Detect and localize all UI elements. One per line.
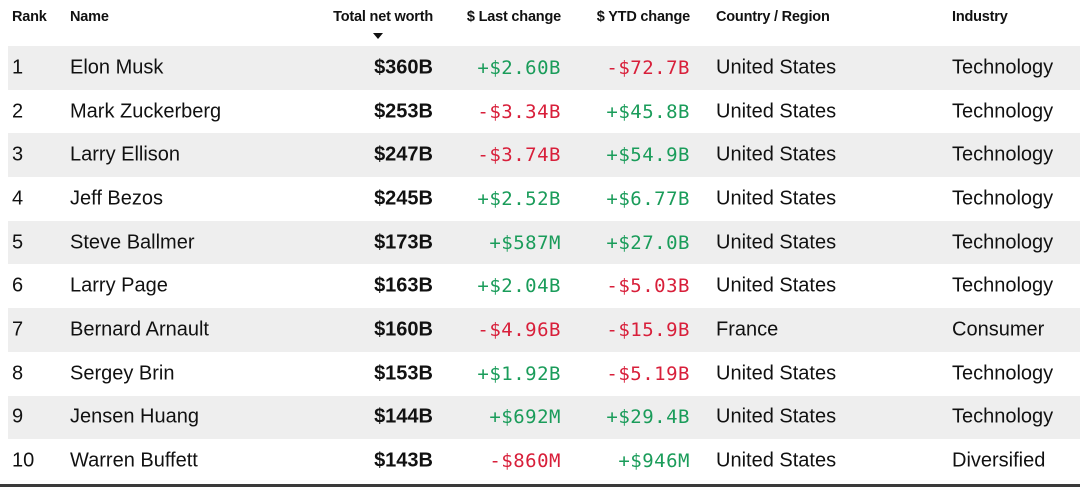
country-cell: United States	[716, 231, 837, 254]
name-cell[interactable]: Jeff Bezos	[70, 187, 164, 210]
rank-cell: 10	[12, 449, 35, 472]
country-cell: United States	[716, 143, 837, 166]
name-cell[interactable]: Mark Zuckerberg	[70, 100, 222, 123]
name-cell[interactable]: Elon Musk	[70, 56, 164, 79]
last-change-cell: +$2.52B	[477, 187, 561, 210]
table-row[interactable]: 4 Jeff Bezos $245B +$2.52B +$6.77B United Sta…	[8, 177, 1080, 221]
industry-cell: Consumer	[952, 318, 1045, 341]
net-worth-cell: $360B	[374, 56, 433, 79]
column-header-net-worth[interactable]: Total net worth	[333, 9, 433, 25]
net-worth-cell: $245B	[374, 187, 433, 210]
column-header-country[interactable]: Country / Region	[716, 9, 830, 25]
last-change-cell: +$1.92B	[477, 362, 561, 385]
last-change-cell: -$3.34B	[477, 100, 561, 123]
net-worth-cell: $253B	[374, 100, 433, 123]
bottom-divider	[0, 484, 1080, 487]
sort-descending-icon[interactable]	[373, 33, 383, 39]
industry-cell: Technology	[952, 56, 1054, 79]
rank-cell: 8	[12, 362, 24, 385]
last-change-cell: -$3.74B	[477, 144, 561, 167]
name-cell[interactable]: Larry Page	[70, 274, 168, 297]
rank-cell: 7	[12, 318, 24, 341]
name-cell[interactable]: Larry Ellison	[70, 143, 181, 166]
country-cell: United States	[716, 100, 837, 123]
net-worth-cell: $247B	[374, 143, 433, 166]
table-row[interactable]: 8 Sergey Brin $153B +$1.92B -$5.19B United St…	[8, 351, 1080, 396]
net-worth-cell: $160B	[374, 318, 433, 341]
industry-cell: Technology	[952, 100, 1054, 123]
last-change-cell: -$4.96B	[477, 318, 561, 341]
ytd-change-cell: +$27.0B	[606, 231, 690, 254]
last-change-cell: +$692M	[489, 406, 561, 429]
ytd-change-cell: -$5.03B	[606, 275, 690, 298]
name-cell[interactable]: Warren Buffett	[70, 449, 198, 472]
last-change-cell: +$2.04B	[477, 275, 561, 298]
rank-cell: 5	[12, 231, 24, 254]
table-row[interactable]: 10 Warren Buffett $143B -$860M +$946M United …	[8, 439, 1080, 483]
rank-cell: 1	[12, 56, 24, 79]
ytd-change-cell: +$29.4B	[606, 406, 690, 429]
table-body: 1 Elon Musk $360B +$2.60B -$72.7B United Stat…	[8, 46, 1080, 483]
table-row[interactable]: 9 Jensen Huang $144B +$692M +$29.4B United St…	[8, 395, 1080, 440]
ytd-change-cell: +$54.9B	[606, 144, 690, 167]
column-header-ytd-change[interactable]: $ YTD change	[596, 9, 690, 25]
net-worth-cell: $144B	[374, 405, 433, 428]
column-header-last-change[interactable]: $ Last change	[466, 9, 561, 25]
ytd-change-cell: -$72.7B	[606, 56, 690, 79]
rank-cell: 4	[12, 187, 24, 210]
ytd-change-cell: -$15.9B	[606, 318, 690, 341]
country-cell: United States	[716, 362, 837, 385]
industry-cell: Technology	[952, 143, 1054, 166]
rank-cell: 6	[12, 274, 24, 297]
industry-cell: Technology	[952, 274, 1054, 297]
ytd-change-cell: +$45.8B	[606, 100, 690, 123]
last-change-cell: +$587M	[489, 231, 561, 254]
ytd-change-cell: +$946M	[618, 450, 690, 473]
net-worth-cell: $143B	[374, 449, 433, 472]
country-cell: United States	[716, 56, 837, 79]
country-cell: United States	[716, 274, 837, 297]
name-cell[interactable]: Sergey Brin	[70, 362, 175, 385]
ytd-change-cell: +$6.77B	[606, 187, 690, 210]
last-change-cell: -$860M	[489, 450, 561, 473]
table-row[interactable]: 6 Larry Page $163B +$2.04B -$5.03B United Sta…	[8, 264, 1080, 309]
name-cell[interactable]: Jensen Huang	[70, 405, 199, 428]
table-row[interactable]: 3 Larry Ellison $247B -$3.74B +$54.9B United …	[8, 133, 1080, 178]
country-cell: United States	[716, 449, 837, 472]
column-header-name[interactable]: Name	[70, 9, 109, 25]
table-header: Rank Name Total net worth $ Last change …	[8, 0, 1080, 46]
industry-cell: Diversified	[952, 449, 1046, 472]
name-cell[interactable]: Bernard Arnault	[70, 318, 209, 341]
column-header-industry[interactable]: Industry	[952, 9, 1008, 25]
industry-cell: Technology	[952, 405, 1054, 428]
industry-cell: Technology	[952, 362, 1054, 385]
rank-cell: 2	[12, 100, 24, 123]
ytd-change-cell: -$5.19B	[606, 362, 690, 385]
last-change-cell: +$2.60B	[477, 56, 561, 79]
country-cell: France	[716, 318, 779, 341]
rank-cell: 3	[12, 143, 24, 166]
table-row[interactable]: 7 Bernard Arnault $160B -$4.96B -$15.9B Franc…	[8, 308, 1080, 352]
table-row[interactable]: 5 Steve Ballmer $173B +$587M +$27.0B United S…	[8, 220, 1080, 265]
industry-cell: Technology	[952, 187, 1054, 210]
net-worth-cell: $173B	[374, 231, 433, 254]
country-cell: United States	[716, 405, 837, 428]
name-cell[interactable]: Steve Ballmer	[70, 231, 195, 254]
billionaires-table: Rank Name Total net worth $ Last change …	[8, 0, 1080, 483]
table-row[interactable]: 2 Mark Zuckerberg $253B -$3.34B +$45.8B Unite…	[8, 89, 1080, 134]
table-row[interactable]: 1 Elon Musk $360B +$2.60B -$72.7B United Stat…	[8, 46, 1080, 90]
rank-cell: 9	[12, 405, 24, 428]
column-header-rank[interactable]: Rank	[12, 9, 47, 25]
industry-cell: Technology	[952, 231, 1054, 254]
net-worth-cell: $163B	[374, 274, 433, 297]
country-cell: United States	[716, 187, 837, 210]
net-worth-cell: $153B	[374, 362, 433, 385]
